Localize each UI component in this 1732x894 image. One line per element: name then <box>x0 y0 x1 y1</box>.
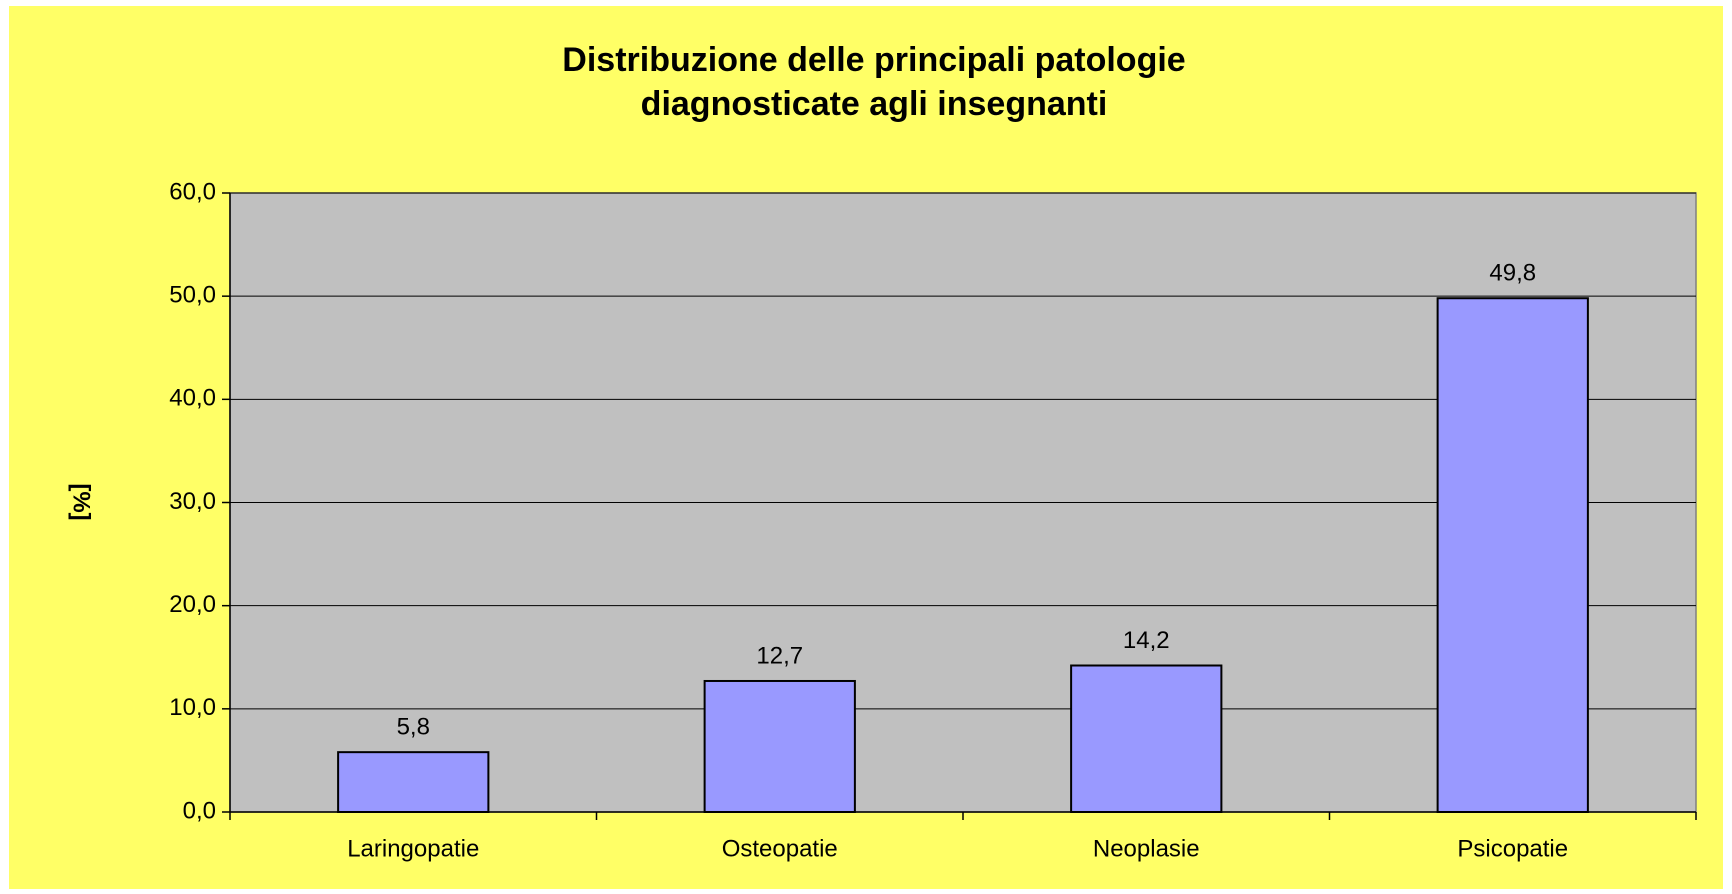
bar <box>703 679 856 813</box>
y-tick-label: 30,0 <box>169 488 216 515</box>
x-tick-label: Laringopatie <box>347 835 479 862</box>
data-label: 5,8 <box>397 714 430 741</box>
y-tick-label: 0,0 <box>183 797 216 824</box>
bar <box>337 751 490 813</box>
y-tick-label: 50,0 <box>169 282 216 309</box>
y-tick-label: 20,0 <box>169 591 216 618</box>
bar <box>1070 664 1223 814</box>
y-tick-label: 10,0 <box>169 694 216 721</box>
data-label: 14,2 <box>1123 627 1170 654</box>
y-tick-label: 40,0 <box>169 385 216 412</box>
chart-title: diagnosticate agli insegnanti <box>641 85 1108 123</box>
data-label: 12,7 <box>756 642 803 669</box>
data-label: 49,8 <box>1489 260 1536 287</box>
chart-title: Distribuzione delle principali patologie <box>562 41 1185 79</box>
y-axis-label: [%] <box>68 483 95 520</box>
bar <box>1436 297 1589 814</box>
x-tick-label: Osteopatie <box>722 835 838 862</box>
y-tick-label: 60,0 <box>169 178 216 205</box>
x-tick-label: Neoplasie <box>1093 835 1200 862</box>
x-tick-label: Psicopatie <box>1457 835 1568 862</box>
